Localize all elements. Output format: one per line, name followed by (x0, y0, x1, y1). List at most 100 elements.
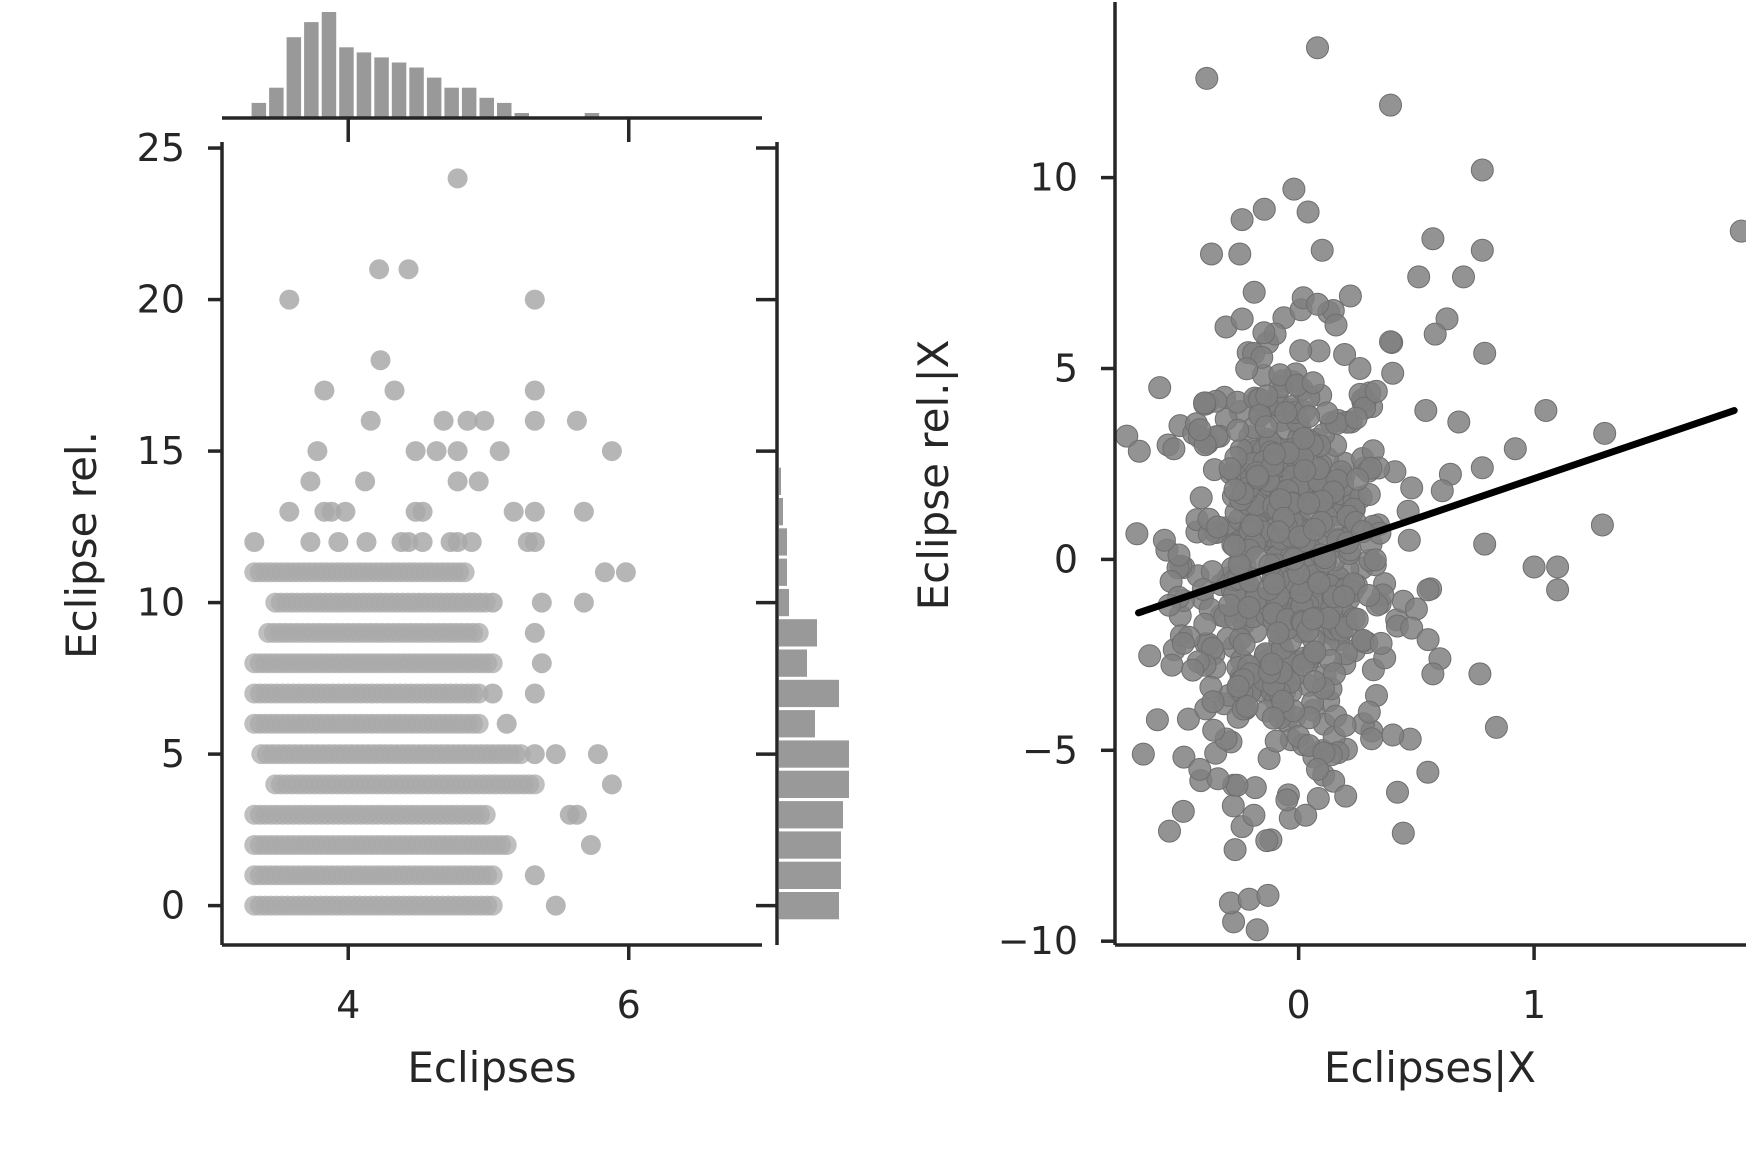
scatter-point (1148, 376, 1172, 400)
y-tick-label: 10 (137, 581, 185, 625)
scatter-point (1289, 339, 1313, 363)
scatter-point (468, 683, 489, 704)
scatter-point (1242, 803, 1266, 827)
left-joint-plot: 0 5 10 15 20 25 4 6 Eclipses Eclipse rel. (57, 12, 849, 1092)
y-tick-label: −5 (1022, 728, 1078, 772)
scatter-point (447, 471, 468, 492)
scatter-point (1397, 528, 1421, 552)
scatter-point (1252, 197, 1276, 221)
histogram-bar (779, 498, 783, 526)
scatter-point (1292, 427, 1316, 450)
scatter-point (1303, 640, 1327, 664)
scatter-point (1357, 700, 1381, 724)
scatter-point (1218, 593, 1242, 617)
scatter-point (1127, 439, 1151, 463)
histogram-bar (461, 87, 477, 118)
histogram-bar (251, 102, 267, 118)
scatter-point (1125, 522, 1149, 546)
scatter-point (524, 501, 545, 522)
scatter-point (1268, 363, 1292, 387)
histogram-bar (286, 37, 302, 119)
scatter-point (1246, 464, 1269, 488)
scatter-point (412, 501, 433, 522)
regression-fit-line (1135, 407, 1738, 617)
scatter-point (531, 592, 552, 613)
scatter-point (1254, 415, 1278, 439)
left-axis-ticks: 0 5 10 15 20 25 4 6 (137, 118, 777, 1027)
histogram-bar (779, 619, 817, 647)
histogram-bar (321, 12, 337, 118)
scatter-point (1345, 607, 1369, 631)
scatter-point (1407, 265, 1431, 289)
scatter-point (1729, 219, 1746, 243)
y-tick-label: 5 (161, 732, 185, 776)
scatter-point (587, 744, 608, 765)
histogram-bar (584, 113, 600, 118)
scatter-point (1274, 401, 1298, 425)
scatter-point (1223, 534, 1246, 558)
scatter-point (1423, 322, 1447, 346)
scatter-point (1369, 631, 1393, 655)
scatter-point (1360, 727, 1384, 751)
scatter-point (1152, 528, 1176, 552)
scatter-point (279, 501, 300, 522)
right-y-axis-label: Eclipse rel.|X (909, 340, 958, 611)
scatter-point (573, 592, 594, 613)
histogram-bar (779, 710, 815, 738)
scatter-point (1261, 706, 1285, 730)
scatter-point (1172, 745, 1196, 769)
scatter-point (1297, 405, 1321, 428)
y-tick-label: 10 (1030, 156, 1078, 200)
scatter-point (1223, 478, 1247, 502)
y-tick-label: 5 (1054, 347, 1078, 391)
scatter-point (1307, 571, 1331, 595)
scatter-point (369, 259, 390, 280)
scatter-point (335, 501, 356, 522)
scatter-point (545, 895, 566, 916)
histogram-bar (409, 67, 424, 118)
scatter-point (1222, 910, 1246, 934)
scatter-point (1262, 442, 1286, 466)
scatter-point (1400, 476, 1424, 500)
scatter-point (524, 380, 545, 401)
scatter-point (601, 441, 622, 462)
scatter-point (1206, 767, 1230, 791)
scatter-point (1262, 572, 1286, 596)
histogram-bar (779, 770, 849, 798)
scatter-point (1302, 670, 1326, 694)
scatter-point (384, 380, 405, 401)
scatter-point (398, 259, 419, 280)
scatter-point (1404, 597, 1428, 621)
scatter-point (454, 562, 475, 583)
scatter-point (1546, 555, 1570, 579)
scatter-point (1303, 517, 1326, 541)
scatter-point (433, 410, 454, 431)
scatter-point (1232, 632, 1256, 656)
scatter-point (1237, 887, 1261, 911)
scatter-point (1240, 514, 1264, 538)
scatter-point (468, 471, 489, 492)
scatter-point (1306, 787, 1330, 810)
scatter-point (1379, 93, 1402, 117)
scatter-point (1297, 491, 1321, 515)
histogram-bar (779, 528, 787, 556)
scatter-point (524, 532, 545, 552)
scatter-point (461, 532, 482, 552)
scatter-point (1416, 760, 1440, 784)
histogram-bar (779, 801, 843, 829)
scatter-point (1145, 708, 1169, 732)
scatter-point (1391, 821, 1415, 845)
scatter-point (1294, 803, 1318, 827)
scatter-point (1162, 437, 1186, 461)
scatter-point (1264, 729, 1288, 753)
scatter-point (482, 895, 503, 916)
right-axis-ticks: −10 −5 0 5 10 0 1 (998, 156, 1546, 1027)
scatter-point (594, 562, 615, 583)
histogram-bar (426, 77, 442, 118)
scatter-point (566, 410, 587, 431)
scatter-point (1364, 379, 1388, 403)
scatter-point (1363, 548, 1387, 572)
scatter-point (482, 865, 503, 886)
histogram-bar (779, 558, 787, 586)
scatter-point (573, 501, 594, 522)
